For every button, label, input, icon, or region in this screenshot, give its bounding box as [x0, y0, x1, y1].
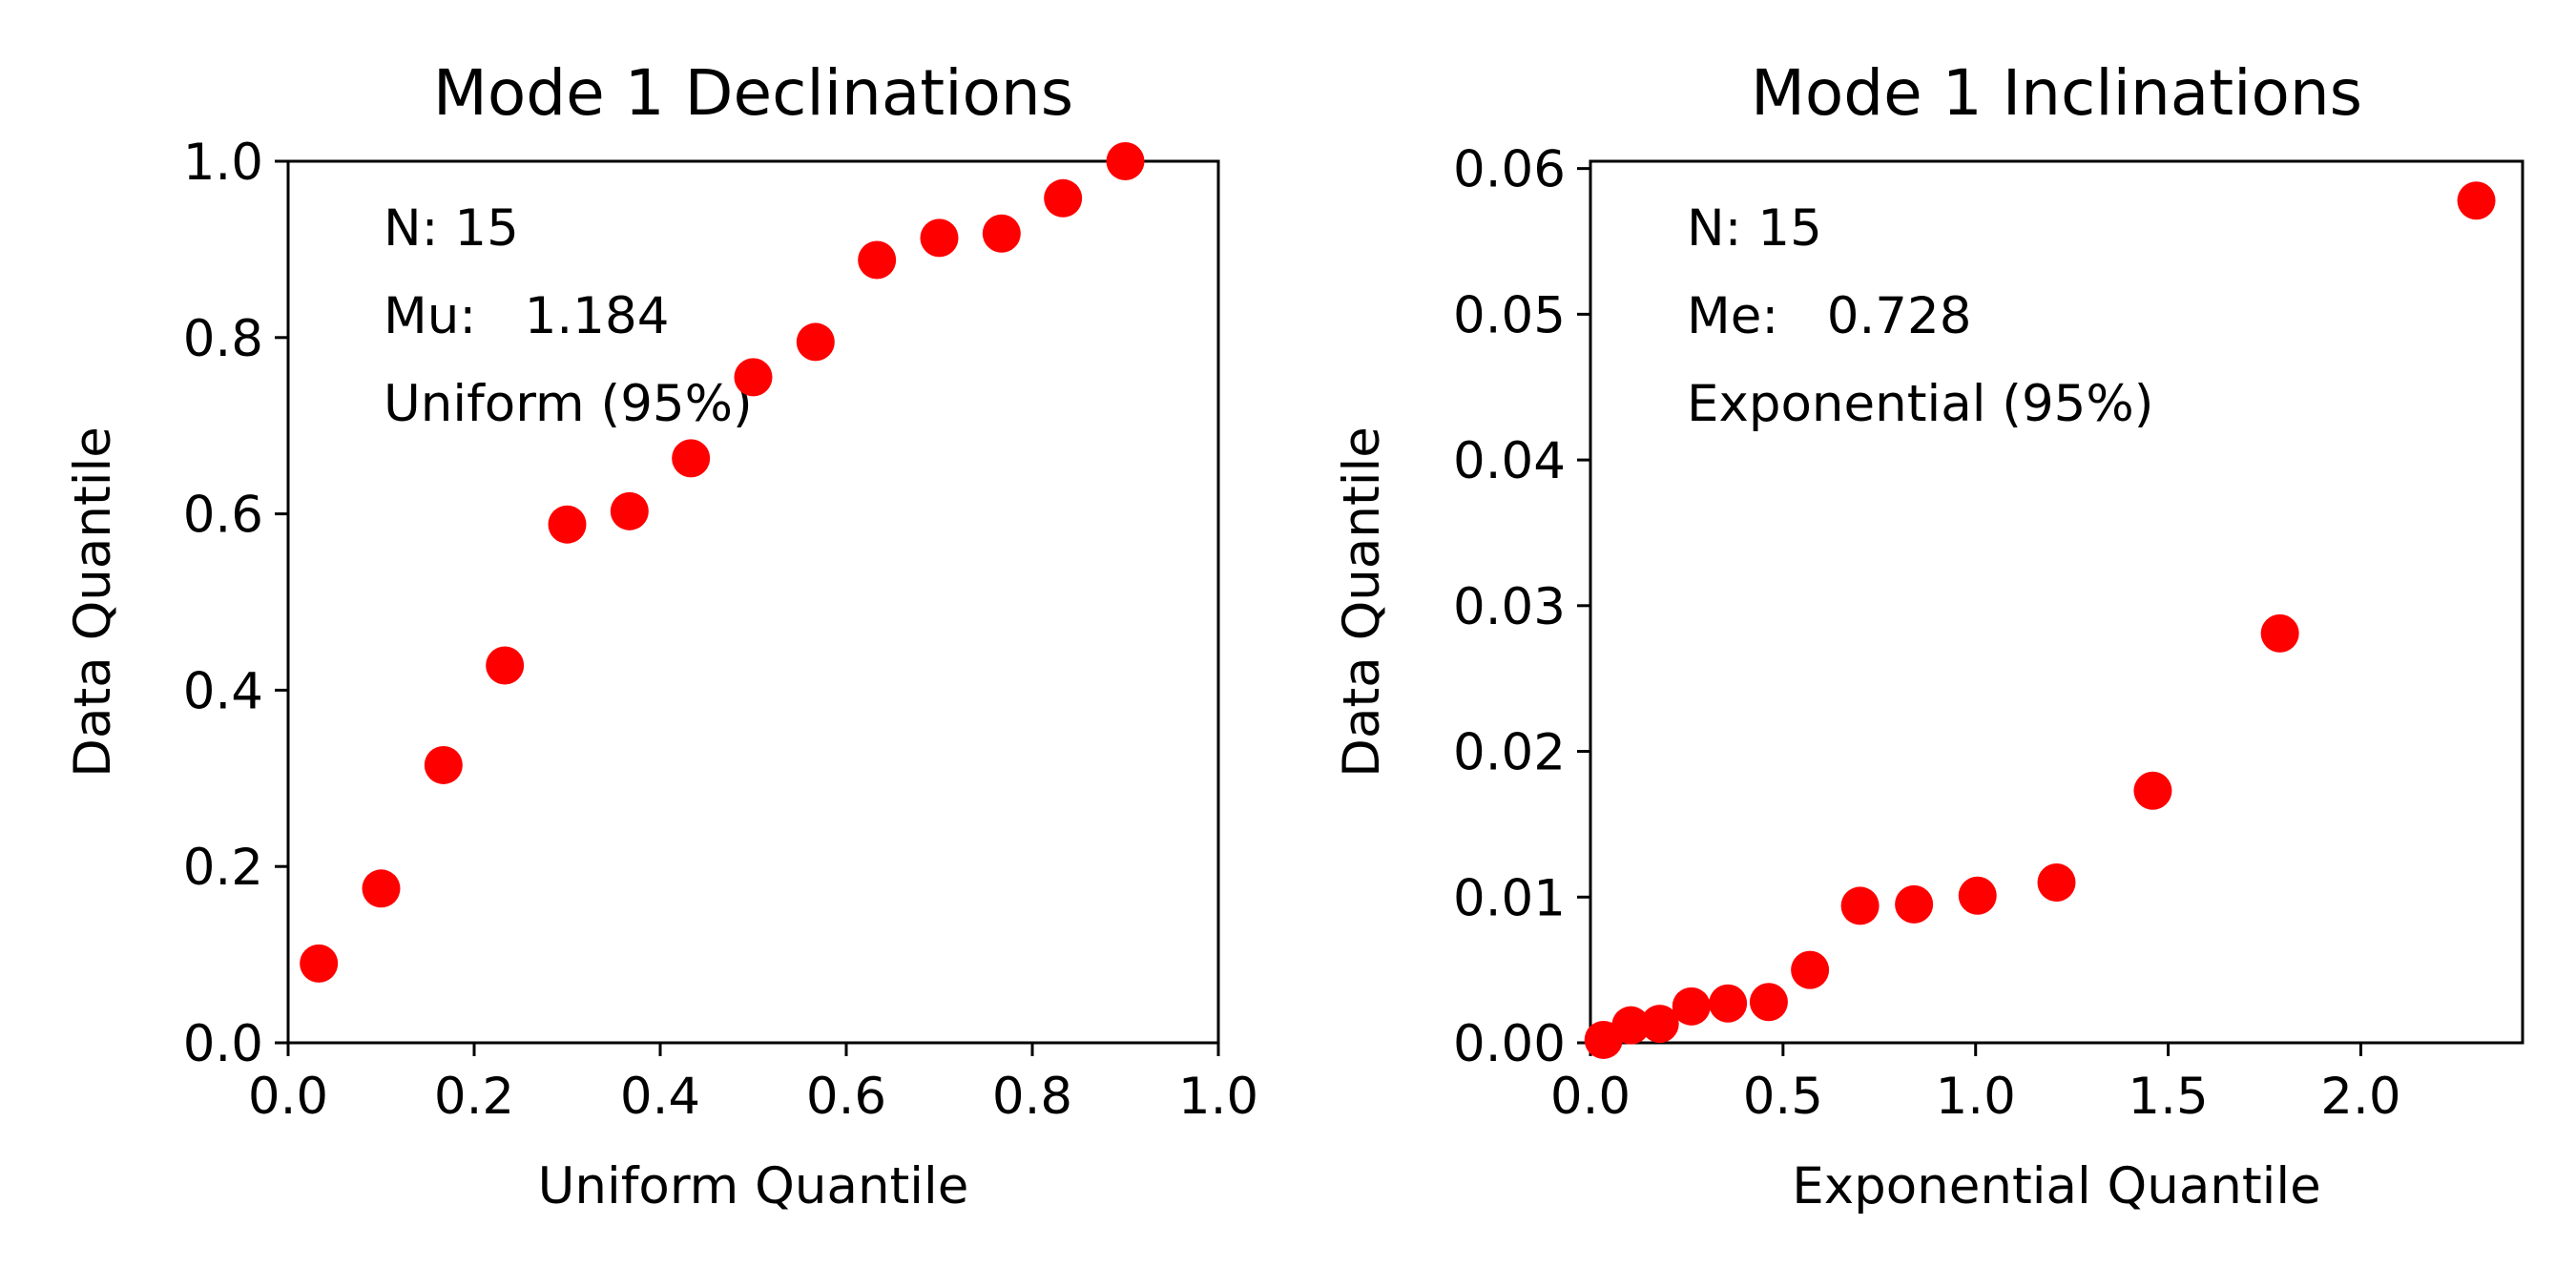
data-point — [1749, 983, 1788, 1022]
inclinations-panel: Mode 1 Inclinations 0.0 0.5 1.0 1.5 2.0 0.00 0.… — [1333, 56, 2524, 1215]
data-point — [1895, 884, 1934, 924]
x-tick-label: 0.6 — [806, 1068, 886, 1126]
y-axis-label: Data Quantile — [64, 426, 122, 778]
x-axis-label: Exponential Quantile — [1792, 1157, 2320, 1215]
stats-annotation: N: 15 — [1687, 199, 1822, 258]
data-point — [610, 491, 649, 530]
x-tick-label: 2.0 — [2320, 1068, 2400, 1126]
data-point — [1840, 886, 1880, 925]
x-tick-label: 0.0 — [1550, 1068, 1631, 1126]
x-axis-label: Uniform Quantile — [538, 1157, 969, 1215]
data-point — [672, 439, 711, 478]
y-axis-label: Data Quantile — [1333, 426, 1391, 778]
data-point — [734, 358, 773, 397]
plot-frame — [1589, 159, 2524, 1045]
data-point — [362, 869, 401, 908]
data-point — [424, 745, 463, 784]
data-point — [300, 944, 339, 983]
data-point — [548, 505, 587, 544]
data-point — [796, 322, 835, 362]
plot-frame — [286, 159, 1220, 1045]
stats-annotation: Exponential (95%) — [1687, 375, 2153, 433]
x-tick-label: 0.0 — [248, 1068, 328, 1126]
y-tick-label: 0.4 — [183, 662, 263, 720]
data-point — [1791, 950, 1830, 989]
y-tick-label: 0.00 — [1453, 1015, 1566, 1073]
data-point — [858, 240, 897, 280]
x-tick-label: 0.8 — [992, 1068, 1072, 1126]
y-tick-label: 0.0 — [183, 1015, 263, 1073]
data-point — [2260, 613, 2299, 653]
stats-annotation: Mu: 1.184 — [384, 287, 669, 345]
y-tick-label: 1.0 — [183, 134, 263, 192]
y-tick-label: 0.2 — [183, 839, 263, 897]
data-point — [2457, 181, 2496, 220]
data-point — [982, 214, 1021, 253]
x-tick-label: 1.0 — [1178, 1068, 1258, 1126]
y-tick-label: 0.06 — [1453, 141, 1566, 199]
data-point — [1106, 142, 1145, 180]
declinations-panel: Mode 1 Declinations 0.0 0.2 0.4 0.6 0.8 1.0 0.0… — [64, 56, 1258, 1215]
data-point — [1044, 178, 1083, 218]
y-tick-label: 0.03 — [1453, 578, 1566, 636]
data-point — [1958, 876, 1997, 915]
y-tick-label: 0.6 — [183, 487, 263, 545]
data-point — [2037, 863, 2076, 902]
data-point — [1672, 987, 1711, 1026]
y-tick-label: 0.01 — [1453, 869, 1566, 927]
data-point — [1709, 984, 1748, 1023]
data-point — [1611, 1006, 1651, 1045]
y-tick-label: 0.02 — [1453, 724, 1566, 782]
x-tick-label: 1.5 — [2128, 1068, 2208, 1126]
x-tick-label: 1.0 — [1936, 1068, 2016, 1126]
stats-annotation: Me: 0.728 — [1687, 287, 1971, 345]
x-tick-label: 0.2 — [434, 1068, 514, 1126]
chart-title: Mode 1 Inclinations — [1751, 56, 2362, 130]
data-point — [2133, 771, 2172, 810]
data-point — [486, 646, 525, 685]
y-tick-label: 0.8 — [183, 310, 263, 368]
x-tick-label: 0.4 — [620, 1068, 700, 1126]
y-tick-label: 0.04 — [1453, 432, 1566, 490]
stats-annotation: Uniform (95%) — [384, 375, 753, 433]
x-tick-label: 0.5 — [1743, 1068, 1823, 1126]
data-point — [1640, 1005, 1679, 1044]
y-tick-label: 0.05 — [1453, 286, 1566, 344]
data-point — [920, 218, 959, 258]
chart-title: Mode 1 Declinations — [433, 56, 1073, 130]
stats-annotation: N: 15 — [384, 199, 519, 258]
